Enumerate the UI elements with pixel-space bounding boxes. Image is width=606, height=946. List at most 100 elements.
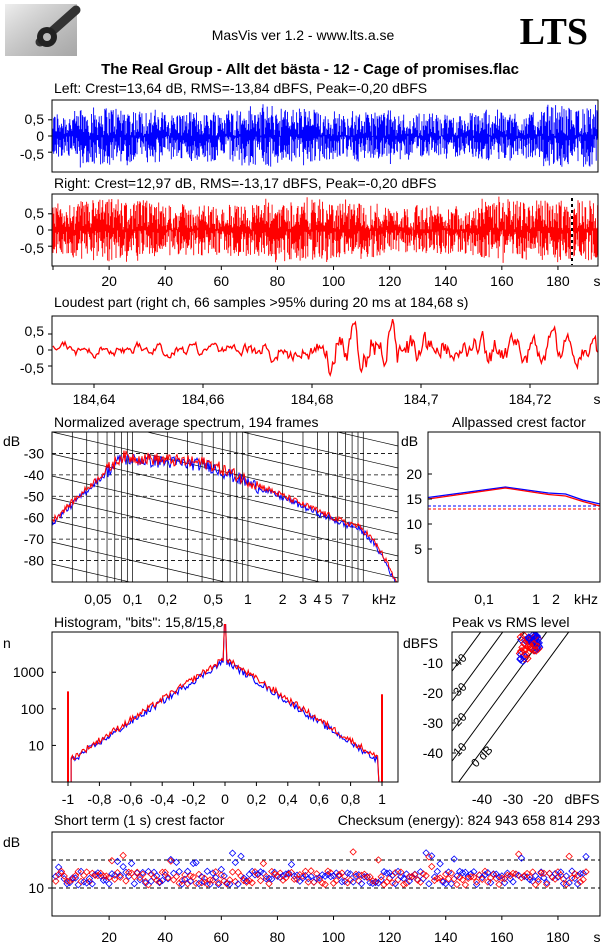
short-crest-point [456, 867, 464, 876]
short-crest-point [341, 877, 349, 885]
histogram-frame [51, 631, 399, 783]
short-crest-point [498, 872, 506, 880]
short-crest-point [77, 867, 85, 876]
spectrum-ytick-label: -40 [24, 467, 44, 483]
loudest-ytick-pos: 0,5 [25, 323, 45, 339]
crest-diagonal-label: 40 [450, 651, 470, 671]
header: MasVis ver 1.2 - www.lts.a.se LTS The Re… [5, 4, 588, 78]
spectrum-ylabel: dB [3, 433, 20, 449]
short-crest-xticks: 20 40 60 80 100 120 140 160 180 [101, 916, 570, 945]
short-crest-point [414, 876, 422, 884]
file-title: The Real Group - Allt det bästa - 12 - C… [101, 61, 519, 78]
short-crest-point [209, 869, 217, 877]
short-crest-point [183, 867, 192, 876]
spectrum-slope-line [145, 432, 398, 491]
short-crest-point [116, 871, 125, 880]
right-waveform-plot [48, 195, 599, 265]
short-crest-point [113, 869, 122, 877]
short-crest-point [509, 878, 517, 886]
loudest-time-ticks: 184,64 184,66 184,68 184,7 184,72 [73, 384, 552, 407]
short-crest-point [486, 879, 495, 887]
short-crest-point [256, 876, 265, 885]
spectrum-xtick-label: 1 [244, 591, 252, 607]
short-crest-point [458, 876, 467, 884]
short-crest-point [478, 875, 486, 883]
short-crest-point [428, 862, 436, 871]
short-crest-point [237, 872, 245, 880]
short-crest-point [514, 850, 523, 858]
short-crest-point [105, 880, 113, 888]
short-crest-point [97, 869, 105, 878]
short-crest-point [54, 863, 63, 871]
short-crest-point [506, 871, 514, 880]
short-crest-point [200, 878, 209, 886]
short-crest-point [461, 881, 470, 889]
short-crest-point [397, 868, 405, 876]
short-crest-point [439, 878, 447, 886]
short-crest-point [217, 865, 225, 874]
short-crest-point [167, 857, 175, 865]
short-crest-point [346, 870, 355, 878]
short-crest-point [234, 868, 242, 877]
crest-diagonal-label: 20 [450, 710, 470, 730]
left-ytick-zero: 0 [36, 128, 44, 144]
peak-rms-point [516, 646, 526, 656]
crest-frame [427, 431, 601, 583]
spectrum-xtick-label: 3 [299, 591, 307, 607]
loudest-ytick-neg: -0,5 [20, 360, 44, 376]
crest-xtick-label: 0,1 [474, 591, 494, 607]
short-crest-point [256, 868, 265, 876]
short-crest-point [526, 873, 534, 881]
short-crest-point [408, 872, 416, 881]
short-crest-point [517, 854, 526, 862]
short-crest-point [478, 873, 486, 882]
short-crest-point [335, 870, 343, 879]
loudest-trace [52, 318, 599, 377]
short-crest-point [242, 878, 251, 886]
short-crest-point [195, 870, 203, 879]
short-crest-point [172, 872, 181, 881]
spectrum-slope-line [52, 278, 398, 358]
loudest-part-label: Loudest part (right ch, 66 samples >95% … [54, 294, 468, 310]
waveform-trace [52, 196, 599, 263]
short-crest-point [456, 873, 464, 882]
short-crest-frame [51, 831, 601, 917]
loudest-time-unit: s [594, 391, 601, 407]
short-crest-point [343, 879, 352, 887]
short-crest-point [245, 877, 254, 885]
short-crest-point [254, 871, 262, 879]
right-ytick-pos: 0,5 [25, 205, 45, 221]
peak-rms-ytick-label: -30 [423, 715, 443, 731]
short-crest-point [321, 880, 329, 889]
short-crest-point [436, 874, 444, 882]
histogram-plot [67, 624, 383, 783]
short-crest-point [402, 870, 411, 878]
short-crest-point [453, 880, 461, 889]
loudest-tick-label: 184,7 [403, 391, 438, 407]
peak-rms-point [526, 644, 535, 653]
short-crest-point [327, 872, 335, 881]
short-crest-point [422, 871, 430, 880]
short-crest-point [144, 867, 153, 876]
time-tick-label: 40 [157, 273, 173, 289]
crest-ytick-label: 5 [414, 541, 422, 557]
short-crest-point [321, 872, 329, 880]
spectrum-xtick-label: 5 [325, 591, 333, 607]
spectrum-slope-line [240, 432, 398, 469]
short-crest-point [464, 874, 472, 883]
histogram-xtick-label: 0,8 [341, 791, 361, 807]
crest-ylabel: dB [401, 433, 418, 449]
short-crest-point [405, 877, 413, 885]
app-title: MasVis ver 1.2 - www.lts.a.se [212, 27, 395, 43]
short-crest-point [495, 873, 503, 881]
peak-rms-point [521, 650, 531, 659]
spectrum-slope-line [52, 519, 322, 582]
peak-rms-point [520, 639, 529, 648]
spectrum-plot [51, 450, 398, 583]
short-crest-tick-label: 140 [434, 929, 458, 945]
peak-rms-xticks: -40 -30 -20 [472, 791, 553, 807]
logo-text: LTS [520, 11, 588, 53]
peak-rms-point [518, 656, 528, 666]
